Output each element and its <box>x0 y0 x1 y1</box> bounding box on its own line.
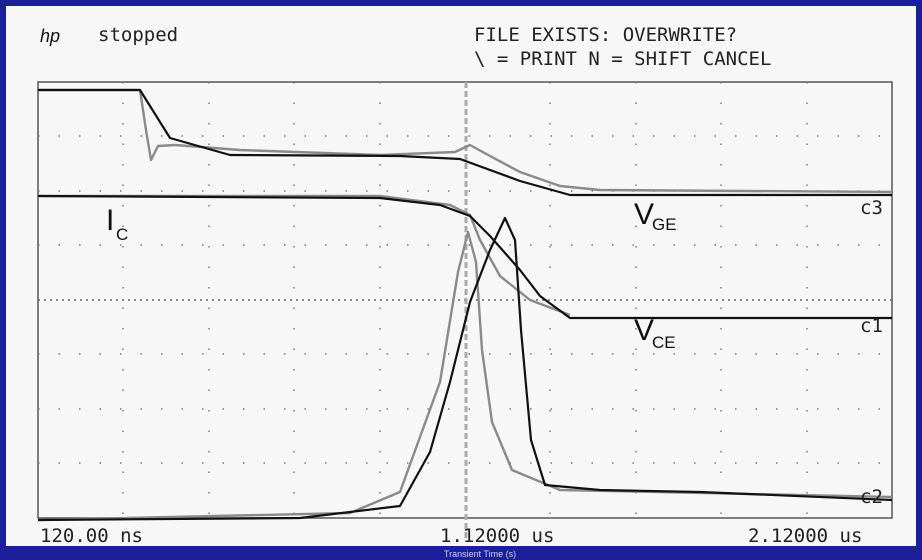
prompt: FILE EXISTS: OVERWRITE? <box>474 24 737 46</box>
status: stopped <box>98 24 178 46</box>
footer: Transient Time (s) <box>444 549 516 559</box>
waveforms <box>37 88 893 522</box>
time-label: 120.00 ns <box>40 525 143 547</box>
ic-subscript: C <box>116 225 128 244</box>
key-hints: \ = PRINT N = SHIFT CANCEL <box>474 48 771 70</box>
hp-logo: hp <box>40 26 60 46</box>
time-label: 2.12000 us <box>748 525 862 547</box>
vge-subscript: GE <box>652 215 677 234</box>
channel-label: c1 <box>860 315 883 337</box>
vce-label: V <box>634 314 654 347</box>
vge-label: V <box>634 198 654 231</box>
channel-label: c3 <box>860 197 883 219</box>
vce-subscript: CE <box>652 333 676 352</box>
channel-label: c2 <box>860 486 883 508</box>
plot-frame <box>37 81 893 540</box>
screen-background <box>6 6 916 546</box>
ic-label: I <box>106 204 114 237</box>
time-label: 1.12000 us <box>440 525 554 547</box>
